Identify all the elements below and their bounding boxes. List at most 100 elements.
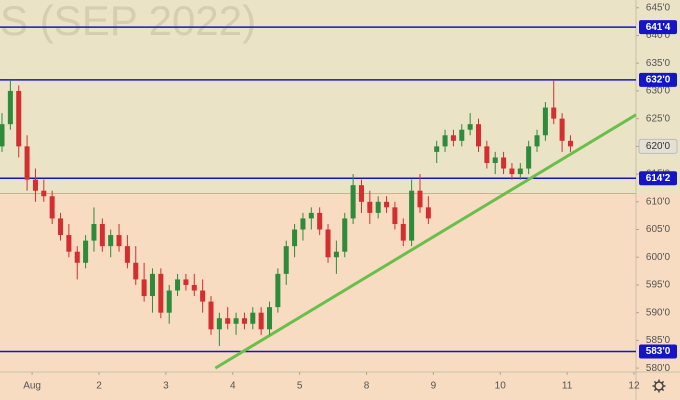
level-label: 641'4 (646, 22, 671, 33)
settings-button[interactable] (652, 379, 666, 393)
candle-body (183, 279, 189, 285)
candle-body (91, 223, 97, 241)
candle-body (434, 146, 440, 152)
candle-body (166, 290, 172, 313)
level-label-box (639, 72, 677, 87)
candle-body (141, 279, 147, 297)
x-tick-label: 4 (230, 381, 236, 392)
candle-body (108, 235, 114, 247)
gear-tooth (661, 380, 665, 384)
candle-body (83, 240, 89, 263)
candle-body (267, 307, 273, 330)
candle-body (241, 318, 247, 324)
y-tick-label: 595'0 (646, 280, 671, 291)
zone-lower (0, 193, 680, 400)
candle-body (32, 179, 38, 191)
candle-body (467, 124, 473, 130)
candle-body (233, 318, 239, 324)
candle-body (133, 262, 139, 280)
candle-body (49, 196, 55, 219)
candle-body (191, 284, 197, 291)
last-price-label: 620'0 (646, 141, 671, 152)
level-label: 583'0 (646, 346, 671, 357)
candle-body (225, 318, 231, 324)
candle-body (425, 207, 431, 219)
candle-body (0, 124, 5, 147)
level-label-box (639, 344, 677, 359)
candle-body (308, 212, 314, 219)
candle-body (99, 223, 105, 247)
candle-body (158, 273, 164, 313)
candle-body (384, 201, 390, 208)
candle-body (375, 201, 381, 213)
candle-body (258, 312, 264, 330)
candle-body (292, 229, 298, 247)
candle-body (484, 146, 490, 163)
candle-body (116, 235, 122, 247)
candle-body (74, 251, 80, 263)
y-tick-label: 630'0 (646, 86, 671, 97)
x-tick-label: 11 (562, 381, 573, 392)
level-label-box (639, 171, 677, 186)
candle-body (459, 129, 465, 141)
y-tick-label: 580'0 (646, 363, 671, 374)
candle-body (517, 168, 523, 175)
level-label-box (639, 20, 677, 35)
x-tick-label: 10 (495, 381, 507, 392)
trend-line (214, 113, 637, 370)
candle-body (342, 218, 348, 252)
zone-upper (0, 0, 680, 194)
y-tick-label: 605'0 (646, 224, 671, 235)
watermark: ES (SEP 2022) (0, 0, 256, 44)
candle-body (392, 207, 398, 224)
candle-body (325, 229, 331, 258)
candle-body (417, 190, 423, 208)
candle-body (409, 190, 415, 241)
candle-body (567, 140, 573, 147)
candle-body (501, 157, 507, 169)
x-tick-label: 5 (297, 381, 303, 392)
y-tick-label: 600'0 (646, 252, 671, 263)
candle-body (442, 135, 448, 147)
y-tick-label: 635'0 (646, 58, 671, 69)
candle-body (216, 318, 222, 330)
y-tick-label: 640'0 (646, 30, 671, 41)
candle-body (350, 185, 356, 219)
y-tick-label: 610'0 (646, 196, 671, 207)
candle-body (124, 246, 130, 263)
candle-body (175, 279, 181, 291)
candle-body (208, 301, 214, 330)
candle-body (559, 118, 565, 141)
candle-body (250, 312, 256, 324)
candle-body (333, 251, 339, 258)
y-tick-label: 585'0 (646, 335, 671, 346)
last-price-box (638, 138, 678, 154)
x-tick-label: 8 (364, 381, 370, 392)
candle-body (475, 124, 482, 147)
x-tick-label: 3 (163, 381, 169, 392)
candle-body (492, 157, 498, 163)
candle-body (149, 273, 155, 297)
candle-body (300, 218, 306, 230)
gear-tooth (661, 388, 665, 392)
candle-body (41, 190, 47, 197)
gear-tooth (653, 388, 657, 392)
x-tick-label: 2 (96, 381, 102, 392)
x-tick-label: 12 (628, 381, 640, 392)
gear-tooth (653, 380, 657, 384)
candle-body (551, 107, 557, 119)
candle-body (526, 146, 532, 169)
candle-body (358, 185, 364, 202)
y-tick-label: 645'0 (646, 2, 671, 13)
candle-body (534, 135, 540, 147)
level-label: 632'0 (646, 74, 671, 85)
x-tick-label: Aug (23, 381, 41, 392)
candle-body (200, 290, 206, 302)
candle-body (7, 90, 13, 125)
candle-body (542, 107, 548, 136)
y-tick-label: 590'0 (646, 307, 671, 318)
candle-body (24, 146, 30, 180)
candle-body (283, 246, 289, 274)
level-label: 614'2 (646, 173, 671, 184)
